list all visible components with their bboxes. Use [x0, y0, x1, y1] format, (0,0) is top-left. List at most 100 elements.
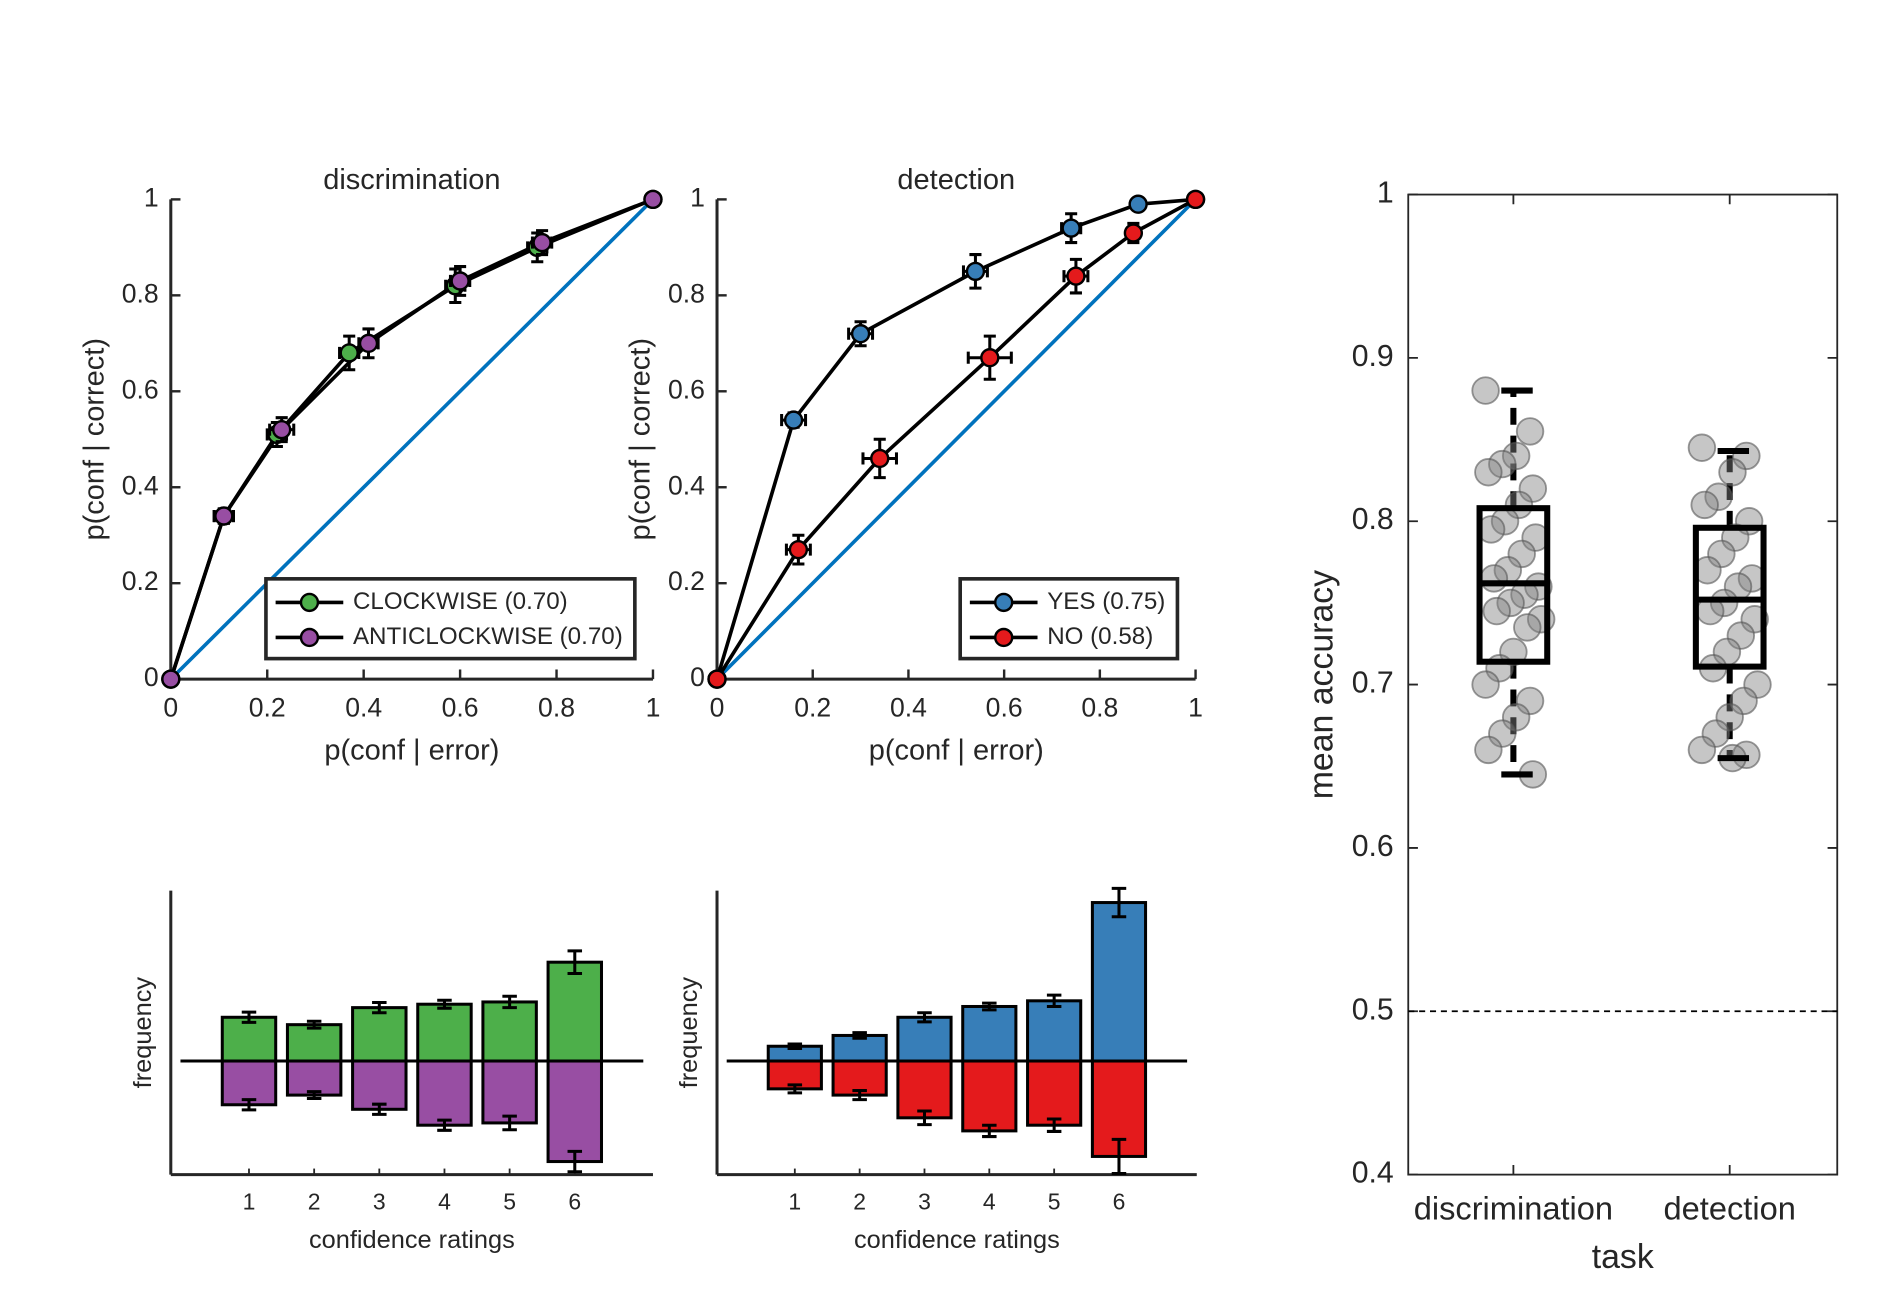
marker	[161, 669, 181, 689]
legend-label: ANTICLOCKWISE (0.70)	[353, 623, 623, 650]
x-tick-label: 5	[503, 1189, 516, 1215]
marker	[1061, 218, 1081, 238]
error-bar	[917, 1011, 932, 1024]
bar	[896, 1015, 953, 1063]
x-tick-label: 4	[438, 1189, 451, 1215]
x-tick-label: 0.2	[794, 692, 831, 722]
x-tick-label: 0.6	[986, 692, 1023, 722]
data-point	[1499, 637, 1528, 667]
data-point	[1687, 433, 1717, 462]
x-tick-label: 0.8	[1081, 692, 1118, 722]
error-bar	[372, 1102, 387, 1116]
error-bar	[437, 1118, 452, 1132]
error-bar	[241, 1098, 257, 1112]
x-tick-label: 0	[163, 692, 178, 722]
marker	[783, 410, 804, 430]
x-tick-label: 5	[1048, 1189, 1061, 1215]
y-tick-label: 0.6	[1352, 830, 1394, 863]
y-axis-label: frequency	[129, 977, 157, 1089]
marker	[358, 333, 379, 353]
y-tick-label: 1	[690, 182, 705, 212]
y-axis-label: p(conf | correct)	[79, 338, 111, 541]
y-axis-label: frequency	[675, 977, 703, 1089]
marker	[532, 232, 552, 253]
chance-line	[169, 198, 655, 681]
y-tick-label: 0.4	[1352, 1157, 1394, 1190]
error-bar	[1111, 1137, 1127, 1175]
data-point	[1718, 458, 1747, 487]
y-tick-label: 0.8	[122, 278, 159, 308]
x-tick-label: 3	[373, 1189, 386, 1215]
bar	[481, 1000, 538, 1063]
error-bar	[306, 1019, 322, 1030]
data-point	[1507, 539, 1536, 569]
chart-title: detection	[897, 164, 1015, 196]
y-tick-label: 0.4	[668, 470, 705, 500]
data-point	[1471, 376, 1500, 405]
data-point	[1707, 539, 1736, 569]
error-bar	[982, 1001, 997, 1012]
data-point	[1701, 719, 1731, 748]
x-tick-label: discrimination	[1414, 1189, 1613, 1226]
marker	[707, 669, 727, 689]
data-point	[1687, 735, 1717, 765]
x-axis-label: p(conf | error)	[324, 734, 499, 766]
error-bar	[567, 949, 583, 976]
y-tick-label: 0.8	[1352, 503, 1394, 536]
marker	[965, 261, 986, 282]
y-tick-label: 1	[1377, 177, 1394, 210]
legend-box	[958, 577, 1180, 661]
data-point	[1515, 686, 1545, 716]
marker	[1185, 189, 1206, 210]
data-point	[1513, 613, 1542, 642]
marker	[1066, 266, 1086, 286]
chart-title: discrimination	[323, 164, 500, 196]
data-point	[1704, 482, 1733, 511]
x-tick-label: 0.8	[538, 692, 575, 722]
x-axis-label: p(conf | error)	[869, 734, 1044, 766]
y-axis-label: p(conf | correct)	[625, 338, 657, 541]
data-point	[1721, 523, 1750, 552]
error-bar	[502, 994, 517, 1010]
error-bar	[567, 1149, 583, 1174]
data-point	[1479, 564, 1509, 593]
bar	[416, 1002, 473, 1063]
error-bar	[787, 1083, 803, 1095]
legend-label: YES (0.75)	[1047, 588, 1165, 615]
bar	[546, 1059, 604, 1164]
data-point	[1504, 490, 1534, 520]
y-tick-label: 0.5	[1352, 993, 1394, 1026]
marker	[850, 324, 871, 344]
y-tick-label: 0.9	[1352, 340, 1394, 373]
y-tick-label: 0	[690, 662, 705, 692]
x-tick-label: 1	[243, 1189, 256, 1215]
x-axis-label: confidence ratings	[309, 1226, 515, 1254]
data-point	[1474, 735, 1503, 765]
data-point	[1474, 458, 1503, 487]
data-point	[1488, 449, 1517, 479]
x-axis-label: confidence ratings	[854, 1226, 1060, 1254]
error-bar	[241, 1010, 257, 1024]
x-tick-label: 2	[308, 1189, 321, 1215]
data-point	[1518, 474, 1548, 503]
data-point	[1732, 740, 1761, 770]
x-tick-label: 0.2	[249, 692, 286, 722]
x-tick-label: 1	[788, 1189, 801, 1215]
data-point	[1709, 588, 1739, 618]
y-tick-label: 0.4	[122, 470, 159, 500]
y-tick-label: 0.6	[122, 374, 159, 404]
bar	[220, 1015, 278, 1063]
marker	[870, 448, 890, 469]
x-tick-label: 1	[1188, 692, 1203, 722]
data-point	[1726, 621, 1756, 650]
legend-marker	[994, 627, 1014, 648]
data-point	[1482, 596, 1511, 626]
bar	[896, 1059, 953, 1120]
marker	[980, 348, 1000, 368]
data-point	[1471, 670, 1500, 699]
bar	[285, 1059, 343, 1097]
x-tick-label: 0.6	[442, 692, 479, 722]
bar	[1026, 1059, 1083, 1127]
